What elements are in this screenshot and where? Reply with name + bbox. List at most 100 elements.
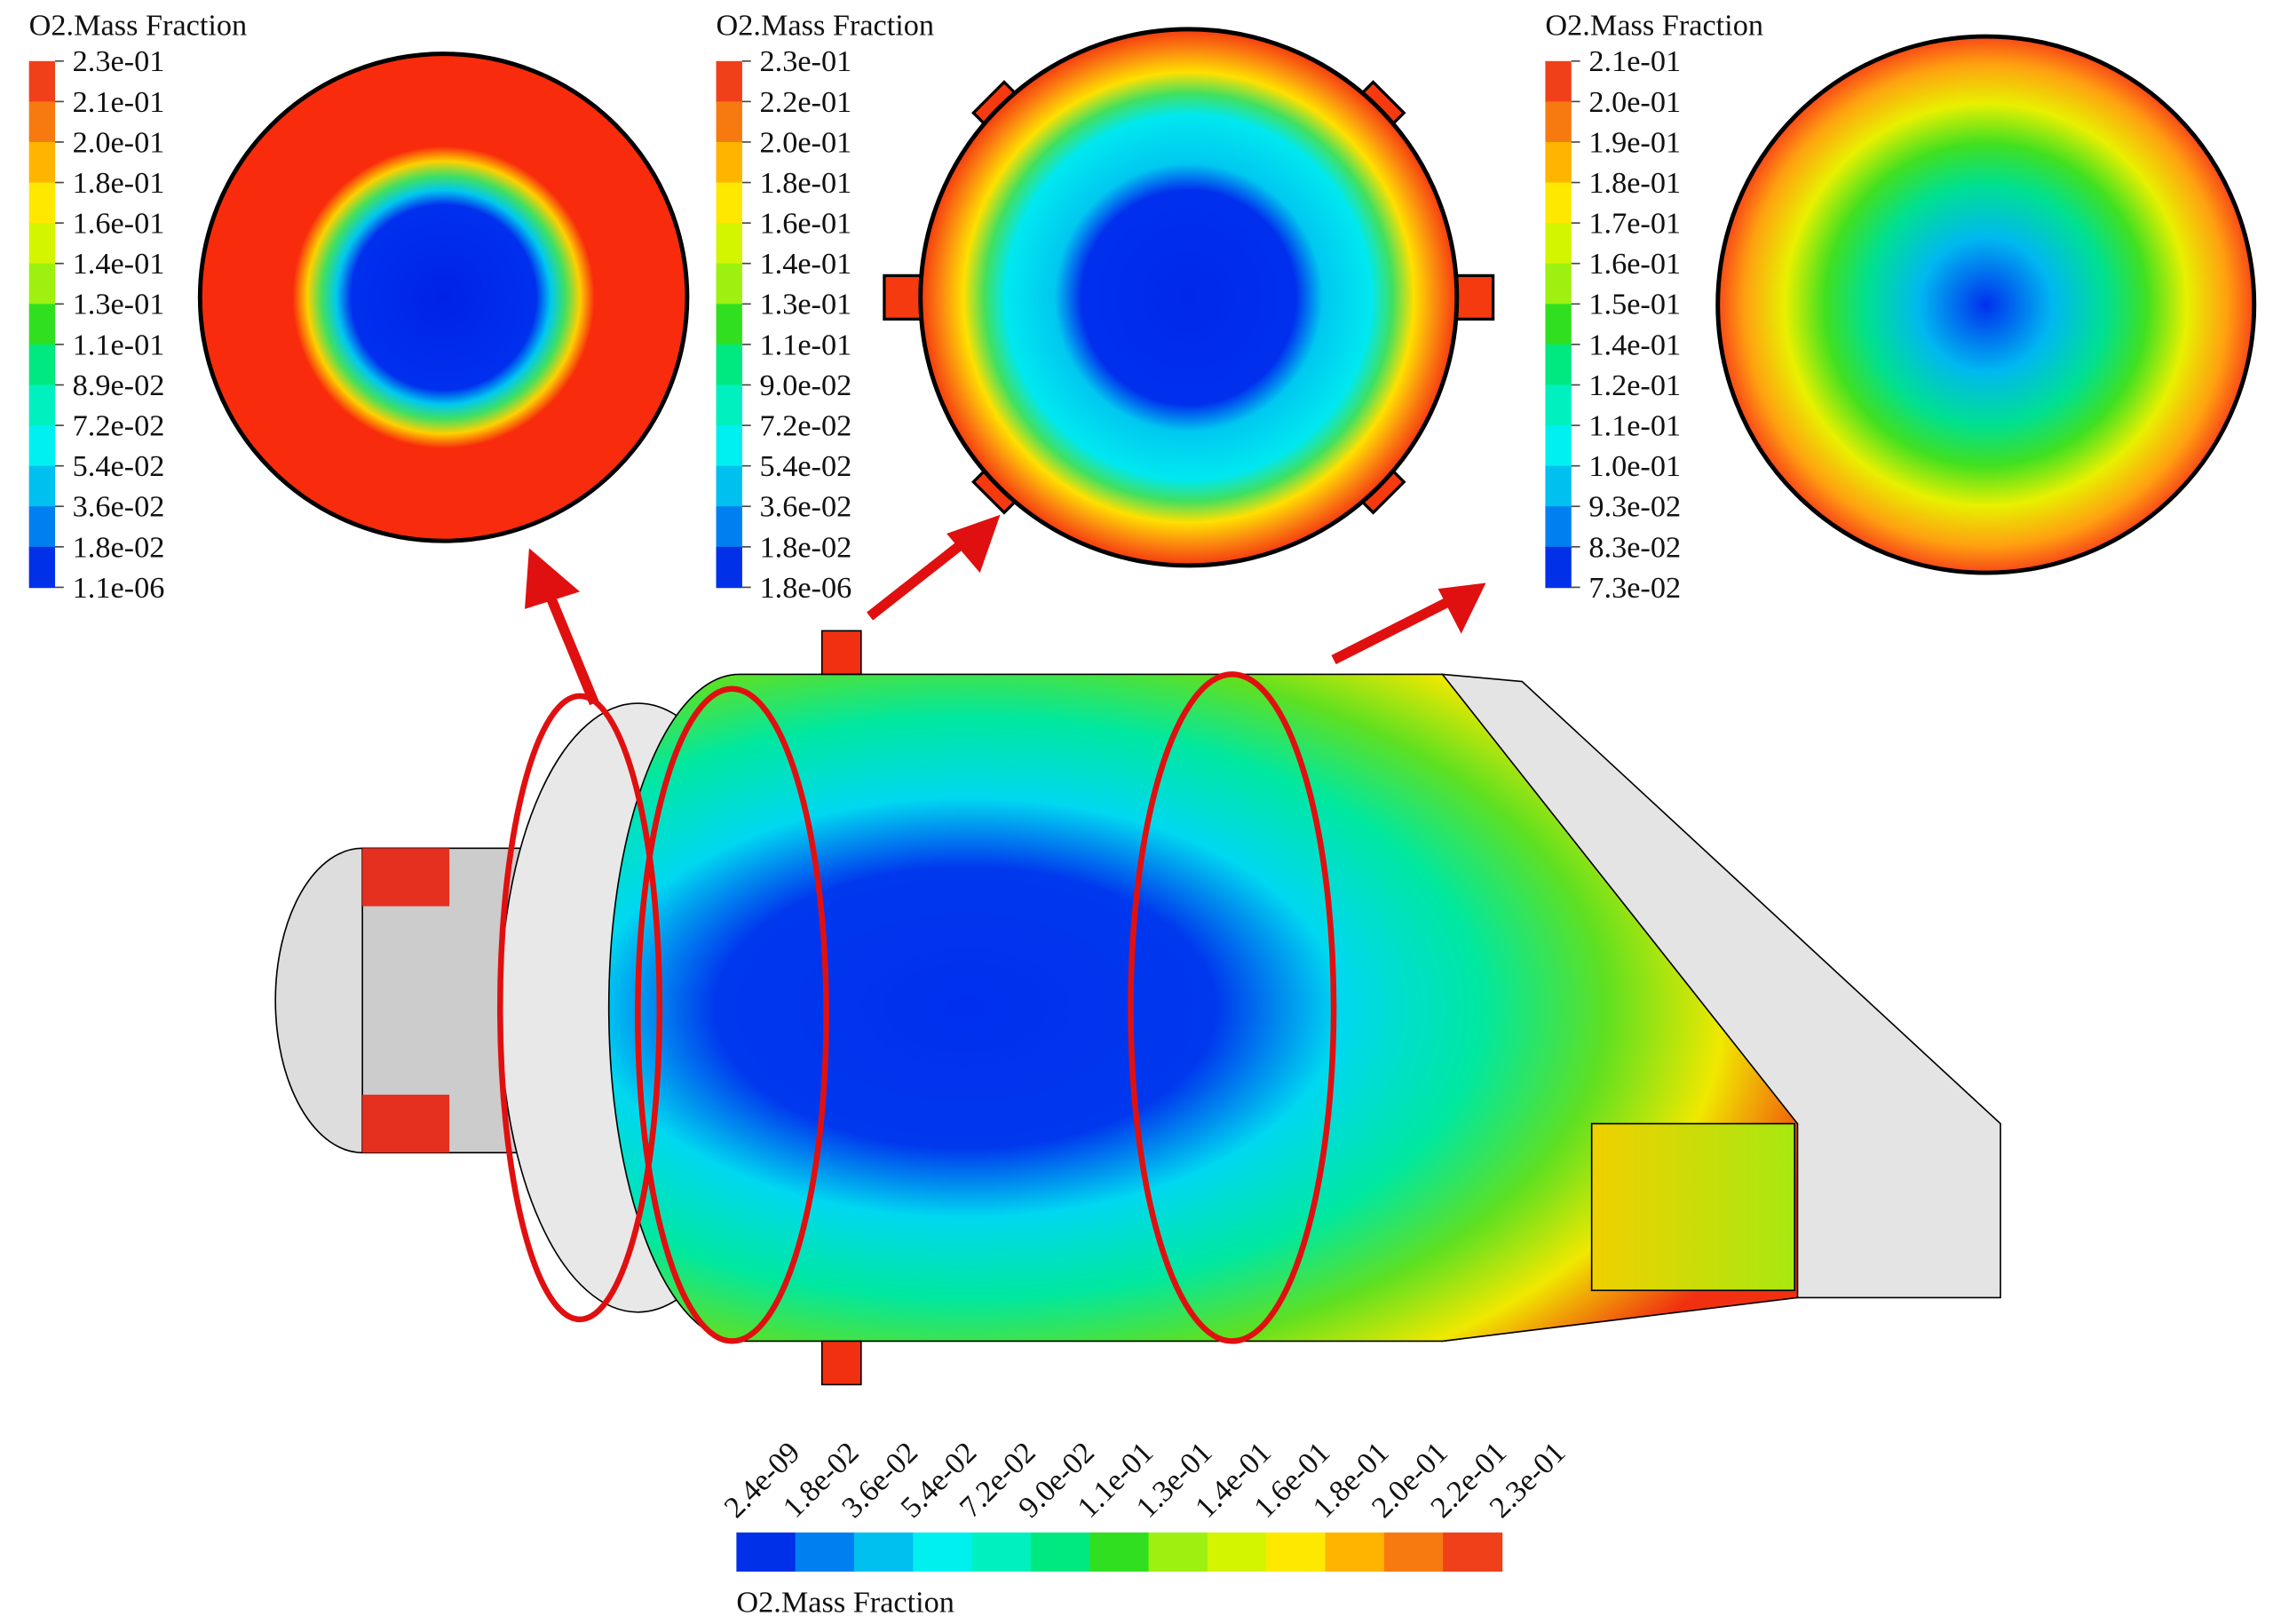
color-swatch (1383, 1532, 1444, 1573)
color-swatch (716, 60, 742, 103)
color-swatch (28, 384, 56, 426)
color-swatch (716, 304, 742, 345)
legend-label: 2.0e-01 (760, 125, 852, 159)
legend-label: 1.7e-01 (1588, 207, 1681, 241)
color-swatch (913, 1532, 973, 1573)
color-swatch (28, 425, 56, 467)
section-2 (883, 27, 1495, 568)
color-swatch (716, 101, 742, 143)
legend-label: 3.6e-02 (73, 490, 165, 524)
color-swatch (716, 223, 742, 265)
legend-label: 1.1e-06 (73, 571, 165, 605)
legend-label: 1.4e-01 (73, 247, 165, 281)
color-swatch (1545, 141, 1572, 184)
legend-title: O2.Mass Fraction (1545, 8, 1763, 42)
color-swatch (28, 60, 56, 103)
legend-label: 1.8e-01 (1588, 166, 1681, 200)
color-swatch (716, 344, 742, 386)
legend-label: 5.4e-02 (73, 449, 165, 483)
color-swatch (28, 465, 56, 508)
color-swatch (795, 1532, 855, 1573)
legend-label: 7.3e-02 (1588, 571, 1681, 605)
color-swatch (1545, 546, 1572, 589)
color-swatch (716, 182, 742, 224)
legend-label: 1.8e-02 (760, 530, 852, 564)
color-swatch (1207, 1532, 1268, 1573)
color-swatch (1545, 384, 1572, 426)
color-swatch (1545, 425, 1572, 467)
legend-label: 1.6e-01 (73, 207, 165, 241)
color-swatch (1545, 465, 1572, 508)
color-swatch (854, 1532, 915, 1573)
legend-label: 3.6e-02 (760, 490, 852, 524)
color-swatch (28, 223, 56, 265)
legend-label: 1.4e-01 (1588, 328, 1681, 361)
legend-label: 1.9e-01 (1588, 125, 1681, 159)
color-swatch (28, 506, 56, 548)
color-swatch (28, 304, 56, 345)
legend-label: 2.1e-01 (1588, 44, 1681, 78)
color-swatch (716, 141, 742, 184)
legend-label: 1.8e-01 (760, 166, 852, 200)
legend-label: 1.8e-02 (73, 530, 165, 564)
legend-label: 2.3e-01 (760, 44, 852, 78)
legend-label: 1.6e-01 (1588, 247, 1681, 281)
color-swatch (716, 546, 742, 589)
legend-label: 1.8e-06 (760, 571, 852, 605)
legend-title: O2.Mass Fraction (717, 8, 935, 42)
color-swatch (716, 263, 742, 305)
section-1 (197, 51, 690, 543)
legend-label: 2.0e-01 (73, 125, 165, 159)
color-swatch (1030, 1532, 1091, 1573)
legend-label: 7.2e-02 (73, 409, 165, 443)
color-swatch (1545, 506, 1572, 548)
color-swatch (28, 182, 56, 224)
legend-label: 2.3e-01 (73, 44, 165, 78)
legend-label: 2.2e-01 (760, 85, 852, 119)
section-3 (1715, 34, 2257, 575)
legend-label: 9.3e-02 (1588, 490, 1681, 524)
color-swatch (971, 1532, 1032, 1573)
color-swatch (1089, 1532, 1150, 1573)
color-swatch (1545, 60, 1572, 103)
color-swatch (28, 344, 56, 386)
color-swatch (736, 1532, 796, 1573)
color-swatch (1545, 344, 1572, 386)
legend-label: 1.4e-01 (760, 247, 852, 281)
color-swatch (28, 101, 56, 143)
color-swatch (1443, 1532, 1503, 1573)
color-swatch (1266, 1532, 1327, 1573)
legend-label: 8.3e-02 (1588, 530, 1681, 564)
legend-label: 1.1e-01 (760, 328, 852, 361)
legend-title: O2.Mass Fraction (736, 1586, 954, 1620)
legend-title: O2.Mass Fraction (29, 8, 248, 42)
legend-label: 1.1e-01 (73, 328, 165, 361)
combustor (274, 630, 2001, 1386)
legend-label: 9.0e-02 (760, 368, 852, 402)
legend-label: 1.5e-01 (1588, 288, 1681, 321)
color-swatch (1545, 182, 1572, 224)
color-swatch (1545, 223, 1572, 265)
legend-label: 2.0e-01 (1588, 85, 1681, 119)
legend-label: 1.3e-01 (760, 288, 852, 321)
color-swatch (716, 425, 742, 467)
color-swatch (1545, 304, 1572, 345)
legend-label: 1.1e-01 (1588, 409, 1681, 443)
legend-label: 1.8e-01 (73, 166, 165, 200)
legend-label: 8.9e-02 (73, 368, 165, 402)
color-swatch (1545, 101, 1572, 143)
color-swatch (28, 546, 56, 589)
arrows (525, 514, 1486, 706)
color-swatch (1148, 1532, 1208, 1573)
legend-label: 1.2e-01 (1588, 368, 1681, 402)
color-swatch (28, 141, 56, 184)
color-swatch (716, 506, 742, 548)
legend-label: 1.3e-01 (73, 288, 165, 321)
legend-label: 5.4e-02 (760, 449, 852, 483)
color-swatch (1545, 263, 1572, 305)
legend-label: 2.1e-01 (73, 85, 165, 119)
legend-label: 7.2e-02 (760, 409, 852, 443)
color-swatch (1325, 1532, 1385, 1573)
